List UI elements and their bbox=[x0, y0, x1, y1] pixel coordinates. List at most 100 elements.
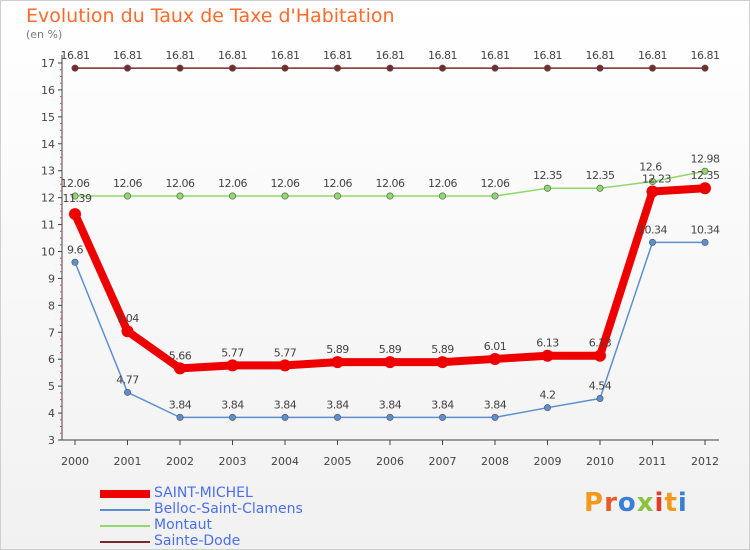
data-label: 10.34 bbox=[638, 223, 667, 236]
data-point bbox=[384, 356, 396, 369]
data-label: 12.06 bbox=[166, 177, 195, 190]
data-label: 12.06 bbox=[428, 177, 457, 190]
data-label: 12.06 bbox=[113, 177, 142, 190]
data-label: 16.81 bbox=[61, 49, 90, 62]
y-tick-label: 12 bbox=[41, 192, 55, 205]
data-label: 5.89 bbox=[431, 343, 454, 356]
data-label: 16.81 bbox=[691, 49, 720, 62]
data-point bbox=[71, 192, 79, 200]
y-tick-label: 4 bbox=[48, 407, 55, 420]
data-label: 12.06 bbox=[271, 177, 300, 190]
data-label: 3.84 bbox=[274, 398, 297, 411]
data-point bbox=[124, 192, 132, 200]
data-label: 3.84 bbox=[169, 398, 192, 411]
data-label: 16.81 bbox=[481, 49, 510, 62]
data-label: 16.81 bbox=[218, 49, 247, 62]
data-label: 3.84 bbox=[221, 398, 244, 411]
data-label: 4.54 bbox=[589, 380, 612, 393]
legend-label: SAINT-MICHEL bbox=[154, 485, 253, 501]
y-tick-label: 15 bbox=[41, 111, 55, 124]
legend-label: Belloc-Saint-Clamens bbox=[154, 501, 303, 517]
logo-letter: i bbox=[654, 488, 665, 518]
data-label: 12.06 bbox=[323, 177, 352, 190]
y-tick-label: 7 bbox=[48, 326, 55, 339]
data-point bbox=[176, 64, 184, 72]
x-tick-label: 2010 bbox=[586, 455, 614, 468]
data-point bbox=[543, 64, 551, 72]
data-label: 16.81 bbox=[586, 49, 615, 62]
data-point bbox=[701, 167, 709, 175]
data-point bbox=[386, 192, 394, 200]
data-label: 4.2 bbox=[540, 389, 556, 402]
data-point bbox=[596, 184, 604, 192]
data-point bbox=[438, 64, 446, 72]
data-point bbox=[489, 352, 501, 365]
data-label: 6.01 bbox=[484, 340, 507, 353]
data-label: 4.77 bbox=[116, 373, 139, 386]
x-tick-label: 2004 bbox=[271, 455, 299, 468]
data-label: 16.81 bbox=[428, 49, 457, 62]
data-point bbox=[229, 413, 237, 421]
data-label: 7.04 bbox=[116, 312, 139, 325]
data-point bbox=[333, 64, 341, 72]
x-tick-label: 2011 bbox=[639, 455, 667, 468]
data-point bbox=[281, 413, 289, 421]
data-label: 12.98 bbox=[691, 152, 720, 165]
y-tick-label: 10 bbox=[41, 246, 55, 259]
y-tick-label: 14 bbox=[41, 138, 55, 151]
data-point bbox=[491, 64, 499, 72]
y-tick-label: 8 bbox=[48, 299, 55, 312]
data-point bbox=[596, 64, 604, 72]
y-tick-label: 9 bbox=[48, 272, 55, 285]
data-label: 5.77 bbox=[221, 346, 244, 359]
data-label: 9.6 bbox=[67, 243, 83, 256]
data-point bbox=[436, 356, 449, 369]
legend-label: Sainte-Dode bbox=[154, 533, 241, 549]
data-point bbox=[121, 325, 134, 338]
data-point bbox=[333, 192, 341, 200]
x-tick-label: 2000 bbox=[61, 455, 89, 468]
legend-label: Montaut bbox=[154, 517, 212, 533]
data-point bbox=[491, 192, 499, 200]
data-label: 12.06 bbox=[376, 177, 405, 190]
x-tick-label: 2007 bbox=[429, 455, 457, 468]
data-label: 12.06 bbox=[61, 177, 90, 190]
y-axis-unit: (en %) bbox=[26, 28, 63, 41]
data-label: 12.35 bbox=[691, 169, 720, 182]
data-label: 6.13 bbox=[589, 337, 612, 350]
data-label: 5.77 bbox=[274, 346, 297, 359]
logo-letter: t bbox=[664, 488, 678, 518]
x-tick-label: 2001 bbox=[114, 455, 142, 468]
data-label: 5.66 bbox=[169, 349, 192, 362]
data-point bbox=[229, 192, 237, 200]
data-point bbox=[229, 64, 237, 72]
data-point bbox=[333, 413, 341, 421]
data-label: 16.81 bbox=[113, 49, 142, 62]
y-tick-label: 13 bbox=[41, 165, 55, 178]
data-point bbox=[543, 184, 551, 192]
data-point bbox=[176, 192, 184, 200]
data-label: 12.06 bbox=[481, 177, 510, 190]
data-label: 5.89 bbox=[326, 343, 349, 356]
data-point bbox=[69, 208, 81, 221]
data-point bbox=[543, 404, 551, 412]
y-tick-label: 5 bbox=[48, 380, 55, 393]
data-label: 6.13 bbox=[536, 337, 559, 350]
data-label: 12.23 bbox=[642, 172, 671, 185]
logo-letter: x bbox=[636, 488, 655, 518]
data-point bbox=[71, 64, 79, 72]
data-point bbox=[648, 238, 656, 246]
x-tick-label: 2012 bbox=[691, 455, 719, 468]
y-tick-label: 17 bbox=[41, 57, 55, 70]
data-point bbox=[386, 413, 394, 421]
data-label: 12.06 bbox=[218, 177, 247, 190]
proxiti-logo: Proxiti bbox=[584, 488, 688, 518]
chart-title: Evolution du Taux de Taxe d'Habitation bbox=[26, 5, 395, 27]
data-label: 3.84 bbox=[326, 398, 349, 411]
data-point bbox=[226, 359, 239, 372]
y-tick-label: 3 bbox=[48, 434, 55, 447]
x-tick-label: 2006 bbox=[376, 455, 404, 468]
logo-letter: i bbox=[677, 488, 688, 518]
data-label: 16.81 bbox=[638, 49, 667, 62]
data-label: 3.84 bbox=[431, 398, 454, 411]
